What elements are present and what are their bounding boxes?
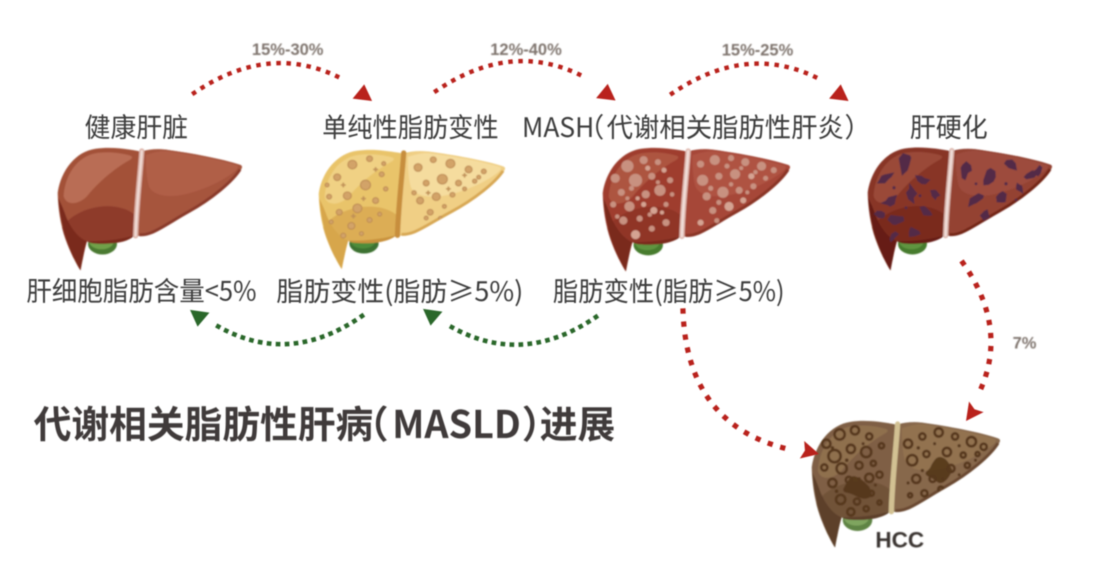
svg-text:15%-30%: 15%-30% (252, 41, 324, 59)
svg-text:7%: 7% (1013, 335, 1037, 353)
svg-text:12%-40%: 12%-40% (490, 41, 562, 59)
svg-text:HCC: HCC (875, 528, 924, 553)
svg-text:15%-25%: 15%-25% (722, 42, 794, 60)
